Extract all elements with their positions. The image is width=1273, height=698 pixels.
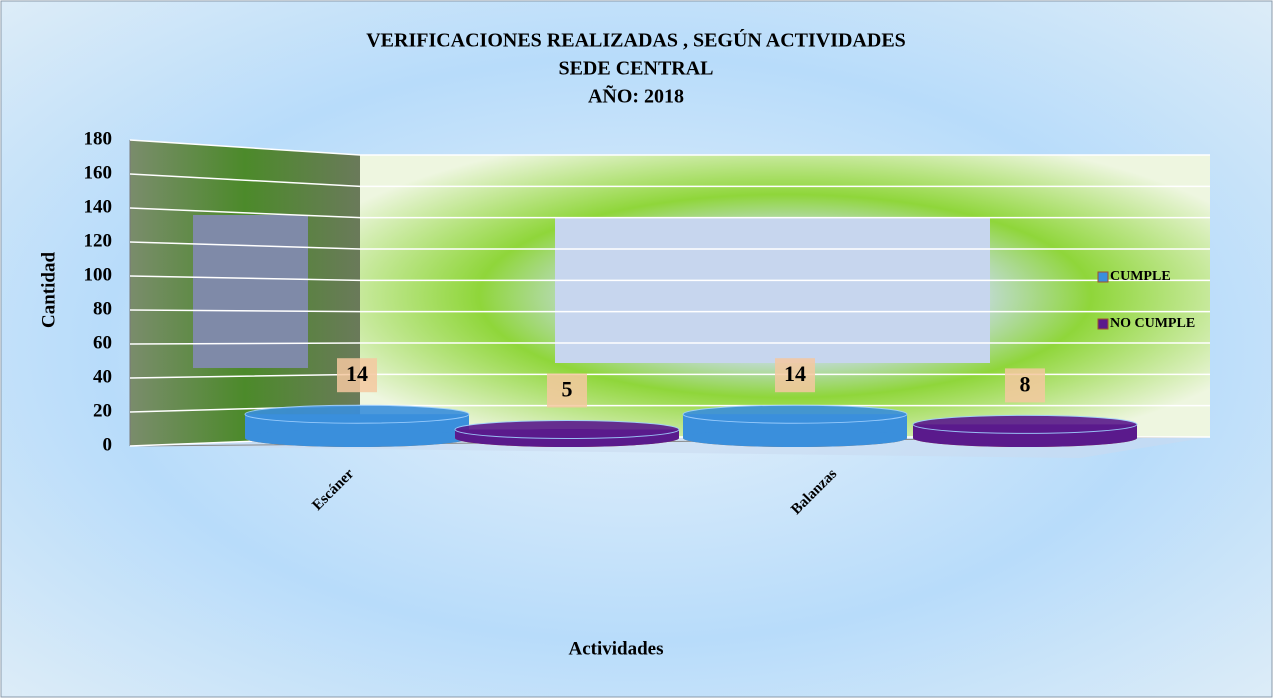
y-tick-label: 180: [84, 128, 113, 149]
legend-swatch: [1097, 271, 1109, 283]
y-tick-label: 100: [84, 264, 113, 285]
bar-base: [913, 429, 1137, 447]
back-wall-inner: [555, 218, 990, 363]
y-tick-label: 120: [84, 230, 113, 251]
chart-title: AÑO: 2018: [588, 85, 684, 108]
grid-line: [129, 342, 1210, 345]
bar-top: [912, 414, 1138, 434]
grid-line: [129, 241, 1210, 250]
side-wall-inner: [193, 215, 308, 368]
legend-swatch: [1097, 318, 1109, 330]
y-tick-label: 60: [93, 332, 112, 353]
value-label-box: [775, 358, 815, 393]
chart-title: VERIFICACIONES REALIZADAS , SEGÚN ACTIVI…: [366, 28, 906, 52]
value-label: 5: [562, 377, 573, 402]
grid-line: [129, 139, 1210, 156]
y-tick-label: 20: [93, 400, 112, 421]
y-axis-label: Cantidad: [38, 252, 59, 328]
value-label: 14: [346, 361, 368, 386]
value-label-box: [1005, 368, 1045, 403]
bar-top: [454, 420, 680, 439]
grid-line: [129, 275, 1210, 282]
value-label-box: [547, 373, 587, 408]
bar-base: [245, 429, 469, 447]
grid-line: [129, 309, 1210, 313]
chart-title: SEDE CENTRAL: [558, 58, 713, 80]
value-label-box: [337, 358, 377, 393]
y-tick-label: 160: [84, 162, 113, 183]
y-tick-label: 40: [93, 366, 112, 387]
y-tick-label: 0: [103, 434, 113, 455]
y-tick-label: 80: [93, 298, 112, 319]
value-label: 8: [1020, 371, 1031, 396]
x-axis-label: Actividades: [569, 638, 664, 659]
legend-label: NO CUMPLE: [1110, 316, 1195, 331]
bar-top: [682, 404, 908, 424]
value-label: 14: [784, 361, 806, 386]
bar-base: [683, 429, 907, 447]
legend-label: CUMPLE: [1110, 269, 1171, 284]
bar-top: [244, 404, 470, 424]
grid-line: [129, 207, 1210, 219]
grid-line: [129, 173, 1210, 188]
y-tick-label: 140: [84, 196, 113, 217]
